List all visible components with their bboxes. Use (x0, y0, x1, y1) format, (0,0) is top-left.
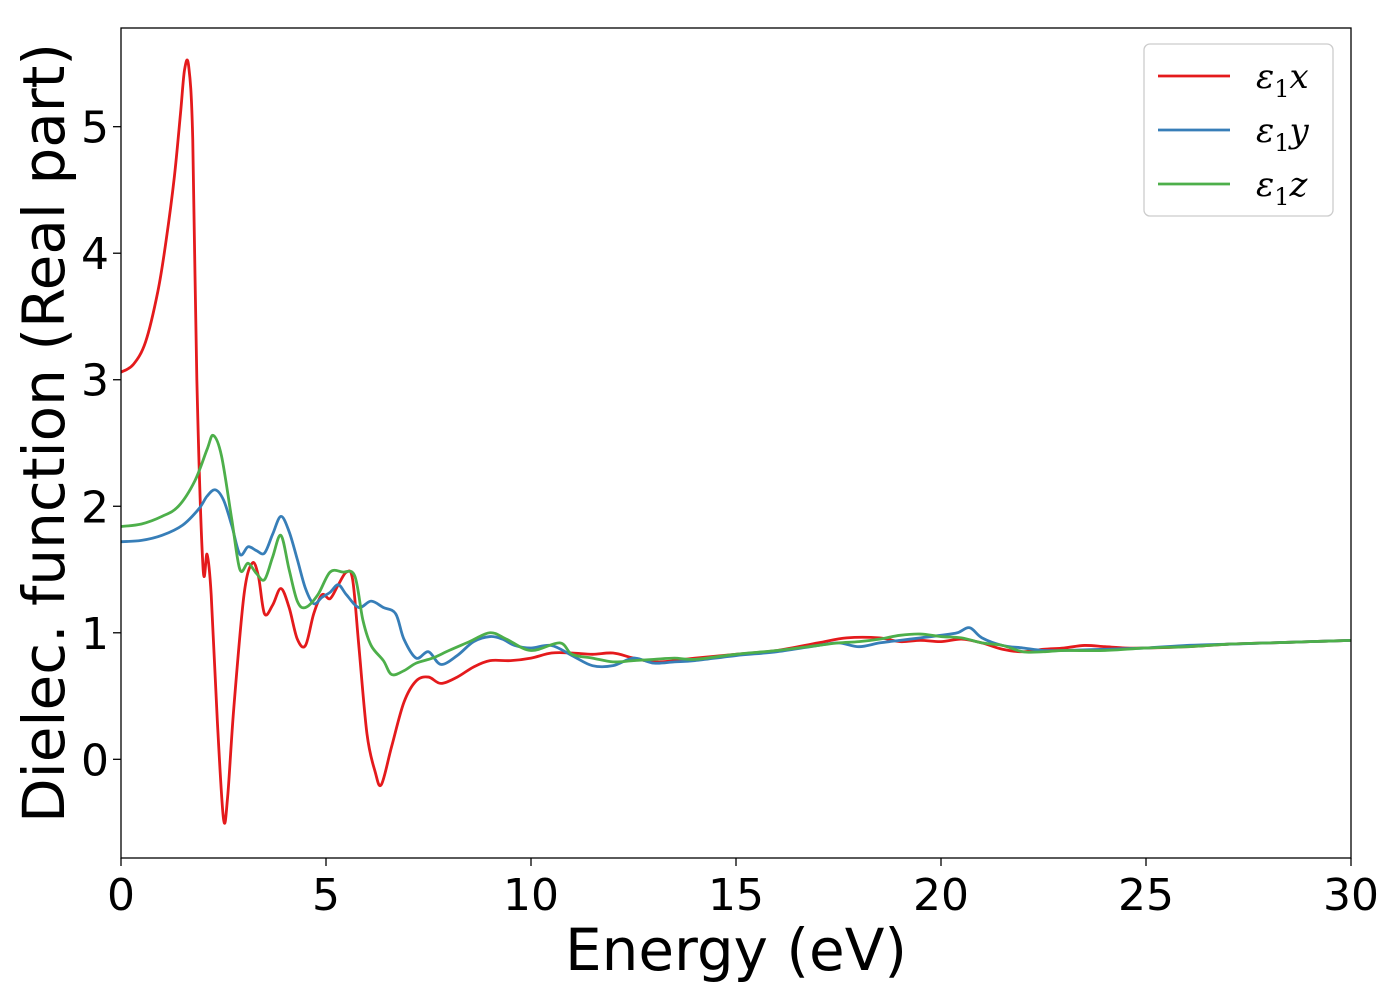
y-axis: 0 1 2 3 4 5 (81, 103, 121, 786)
legend-label-base: ε (1256, 111, 1274, 151)
y-tick-label: 0 (81, 735, 109, 786)
y-tick-label: 4 (81, 229, 109, 280)
legend-label-base: ε (1256, 57, 1274, 97)
legend-label-component: x (1290, 57, 1309, 97)
legend-label: ε1z (1256, 165, 1309, 211)
y-tick-label: 2 (81, 482, 109, 533)
x-tick-label: 30 (1323, 870, 1379, 921)
legend-label: ε1x (1256, 57, 1309, 103)
y-tick-label: 3 (81, 356, 109, 407)
x-tick-label: 0 (107, 870, 135, 921)
series-layer (121, 58, 1351, 825)
x-tick-label: 5 (312, 870, 340, 921)
legend-label: ε1y (1256, 111, 1310, 157)
legend-label-subscript: 1 (1274, 129, 1289, 157)
x-tick-label: 25 (1118, 870, 1174, 921)
legend-label-component: y (1288, 111, 1310, 151)
series-line-y (121, 488, 1351, 669)
y-tick-label: 5 (81, 103, 109, 154)
legend-label-component: z (1289, 165, 1309, 205)
x-axis: 0 5 10 15 20 25 30 (107, 858, 1379, 921)
x-tick-label: 15 (708, 870, 764, 921)
legend-label-subscript: 1 (1274, 183, 1289, 211)
x-tick-label: 20 (913, 870, 969, 921)
x-axis-label: Energy (eV) (565, 916, 907, 984)
legend-box (1143, 43, 1334, 217)
series-line-z (121, 433, 1351, 677)
y-tick-label: 1 (81, 609, 109, 660)
y-axis-label: Dielec. function (Real part) (10, 43, 78, 823)
legend-label-subscript: 1 (1274, 75, 1289, 103)
x-tick-label: 10 (503, 870, 559, 921)
legend-label-base: ε (1256, 165, 1274, 205)
